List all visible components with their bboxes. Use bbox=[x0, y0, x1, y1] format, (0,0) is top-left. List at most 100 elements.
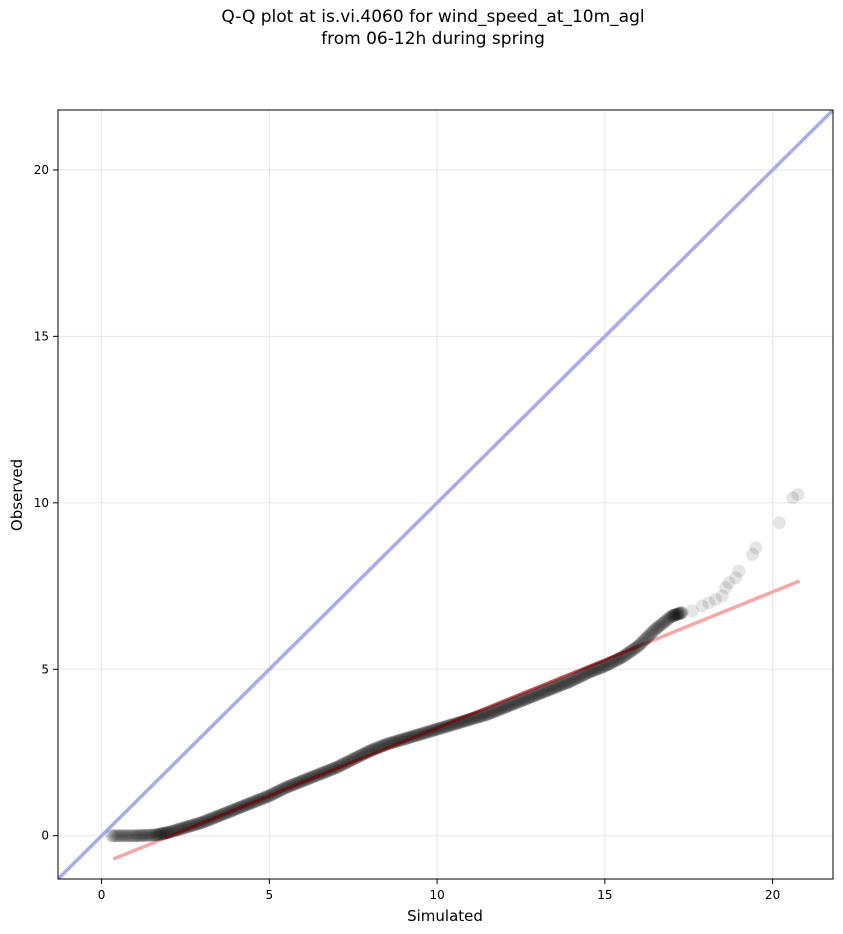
qq-tail-point bbox=[719, 581, 733, 595]
reference-lines bbox=[58, 110, 833, 879]
qq-point bbox=[583, 665, 597, 679]
qq-tail-point bbox=[695, 599, 709, 613]
qq-point bbox=[152, 827, 166, 841]
y-tick-label: 0 bbox=[41, 829, 49, 843]
qq-point bbox=[522, 691, 536, 705]
qq-point bbox=[661, 612, 675, 626]
qq-point bbox=[502, 699, 516, 713]
qq-point bbox=[534, 686, 548, 700]
qq-point bbox=[552, 679, 566, 693]
qq-point bbox=[473, 709, 487, 723]
qq-point bbox=[137, 828, 151, 842]
qq-point bbox=[492, 702, 506, 716]
qq-point bbox=[585, 664, 599, 678]
qq-point bbox=[546, 681, 560, 695]
qq-point bbox=[150, 828, 164, 842]
qq-point bbox=[503, 698, 517, 712]
qq-point bbox=[640, 631, 654, 645]
qq-point bbox=[539, 684, 553, 698]
qq-point bbox=[543, 682, 557, 696]
qq-point bbox=[669, 608, 683, 622]
qq-point bbox=[591, 662, 605, 676]
qq-point bbox=[120, 829, 134, 843]
qq-point bbox=[497, 701, 511, 715]
qq-point bbox=[477, 708, 491, 722]
qq-point bbox=[671, 607, 685, 621]
qq-point bbox=[568, 672, 582, 686]
qq-point bbox=[560, 676, 574, 690]
qq-point bbox=[594, 660, 608, 674]
qq-point bbox=[138, 828, 152, 842]
qq-point bbox=[533, 686, 547, 700]
qq-point bbox=[569, 672, 583, 686]
qq-point bbox=[576, 668, 590, 682]
qq-point bbox=[659, 614, 673, 628]
qq-point bbox=[140, 828, 154, 842]
qq-point bbox=[123, 829, 137, 843]
qq-point bbox=[520, 692, 534, 706]
qq-point bbox=[667, 608, 681, 622]
qq-point bbox=[121, 829, 135, 843]
x-tick-label: 15 bbox=[597, 888, 612, 902]
qq-point bbox=[537, 685, 551, 699]
qq-point bbox=[574, 669, 588, 683]
qq-point bbox=[586, 664, 600, 678]
qq-point bbox=[666, 609, 680, 623]
qq-point bbox=[509, 696, 523, 710]
qq-point bbox=[671, 607, 685, 621]
fit-line-overlay bbox=[164, 645, 639, 840]
qq-point bbox=[111, 829, 125, 843]
qq-point bbox=[506, 697, 520, 711]
qq-point bbox=[579, 667, 593, 681]
qq-point bbox=[555, 678, 569, 692]
qq-point bbox=[508, 696, 522, 710]
qq-point bbox=[125, 829, 139, 843]
qq-point bbox=[645, 626, 659, 640]
qq-point bbox=[665, 609, 679, 623]
qq-point bbox=[654, 618, 668, 632]
qq-point bbox=[515, 693, 529, 707]
qq-point bbox=[545, 682, 559, 696]
plot-frame bbox=[57, 109, 834, 880]
qq-point bbox=[557, 677, 571, 691]
qq-tail-point bbox=[772, 516, 786, 530]
qq-point bbox=[674, 606, 688, 620]
qq-point bbox=[154, 827, 168, 841]
qq-point bbox=[483, 706, 497, 720]
qq-point bbox=[485, 705, 499, 719]
qq-point bbox=[660, 613, 674, 627]
qq-point bbox=[570, 671, 584, 685]
qq-point bbox=[496, 701, 510, 715]
qq-point bbox=[648, 622, 662, 636]
qq-point bbox=[582, 665, 596, 679]
qq-point bbox=[563, 674, 577, 688]
qq-tail-point bbox=[749, 541, 763, 555]
qq-point bbox=[118, 829, 132, 843]
qq-point bbox=[134, 829, 148, 843]
qq-point bbox=[674, 606, 688, 620]
qq-point bbox=[567, 673, 581, 687]
x-axis-label: Simulated bbox=[407, 907, 483, 925]
qq-point bbox=[637, 633, 651, 647]
qq-point bbox=[538, 684, 552, 698]
qq-point bbox=[153, 827, 167, 841]
qq-point bbox=[599, 658, 613, 672]
y-tick-label: 20 bbox=[34, 163, 49, 177]
qq-point bbox=[488, 704, 502, 718]
qq-tail-point bbox=[745, 547, 759, 561]
data-points bbox=[105, 488, 805, 843]
qq-point bbox=[474, 709, 488, 723]
x-tick-label: 20 bbox=[765, 888, 780, 902]
qq-point bbox=[675, 606, 689, 620]
qq-point bbox=[476, 709, 490, 723]
qq-point bbox=[593, 661, 607, 675]
qq-point bbox=[580, 666, 594, 680]
qq-point bbox=[669, 608, 683, 622]
qq-point bbox=[550, 680, 564, 694]
qq-point bbox=[519, 692, 533, 706]
qq-point bbox=[489, 704, 503, 718]
qq-point bbox=[526, 689, 540, 703]
qq-point bbox=[532, 687, 546, 701]
qq-tail-point bbox=[791, 488, 805, 501]
qq-point bbox=[145, 828, 159, 842]
